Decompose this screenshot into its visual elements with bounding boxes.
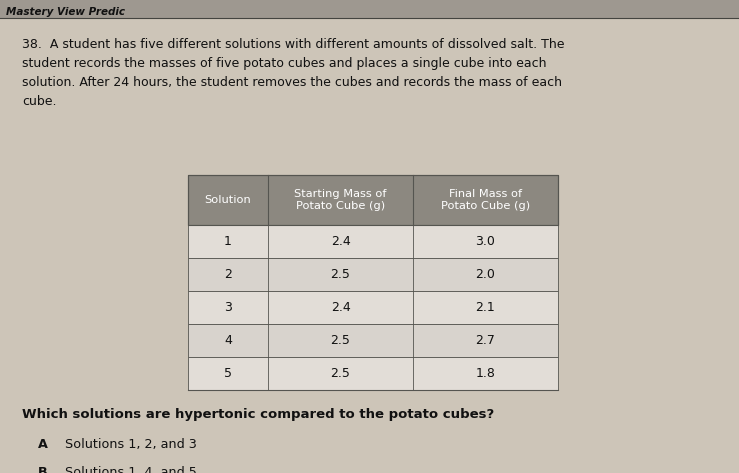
Text: 3: 3	[224, 301, 232, 314]
Text: Solution: Solution	[205, 195, 251, 205]
Text: 4: 4	[224, 334, 232, 347]
Bar	[188, 291, 558, 324]
Text: 3.0: 3.0	[476, 235, 495, 248]
Bar	[0, 0, 739, 18]
Text: Final Mass of
Potato Cube (g): Final Mass of Potato Cube (g)	[441, 189, 530, 211]
Text: 2.5: 2.5	[330, 367, 350, 380]
Text: 2.5: 2.5	[330, 268, 350, 281]
Text: 2.4: 2.4	[330, 235, 350, 248]
Text: Solutions 1, 4, and 5: Solutions 1, 4, and 5	[65, 466, 197, 473]
Text: 38.  A student has five different solutions with different amounts of dissolved : 38. A student has five different solutio…	[22, 38, 565, 108]
Bar	[188, 324, 558, 357]
Text: 1.8: 1.8	[476, 367, 495, 380]
Bar	[188, 357, 558, 390]
Text: Which solutions are hypertonic compared to the potato cubes?: Which solutions are hypertonic compared …	[22, 408, 494, 421]
Text: B: B	[38, 466, 47, 473]
Text: 2.1: 2.1	[476, 301, 495, 314]
Bar	[188, 258, 558, 291]
Text: 2: 2	[224, 268, 232, 281]
Text: 2.7: 2.7	[476, 334, 495, 347]
Text: Mastery View Predic: Mastery View Predic	[6, 7, 125, 17]
Text: 2.5: 2.5	[330, 334, 350, 347]
Text: 5: 5	[224, 367, 232, 380]
Text: Starting Mass of
Potato Cube (g): Starting Mass of Potato Cube (g)	[294, 189, 386, 211]
Bar	[188, 175, 558, 225]
Text: 1: 1	[224, 235, 232, 248]
Text: 2.0: 2.0	[476, 268, 495, 281]
Text: 2.4: 2.4	[330, 301, 350, 314]
Bar	[188, 225, 558, 258]
Text: A: A	[38, 438, 48, 451]
Bar	[188, 175, 558, 225]
Text: Solutions 1, 2, and 3: Solutions 1, 2, and 3	[65, 438, 197, 451]
